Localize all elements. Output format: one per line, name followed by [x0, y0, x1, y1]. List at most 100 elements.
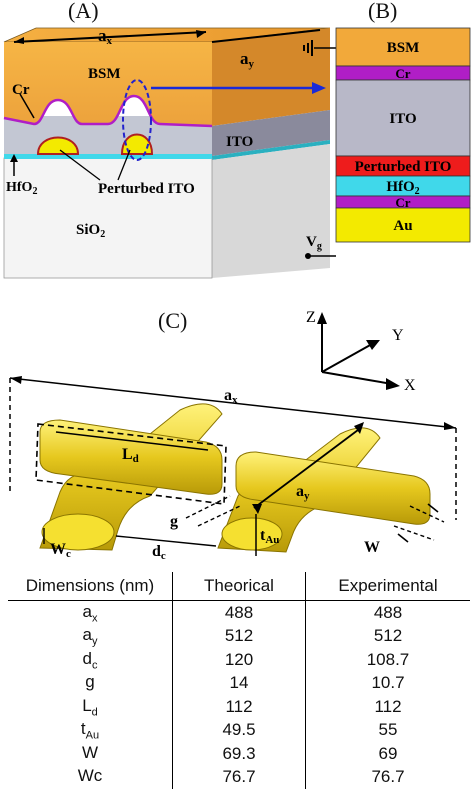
stack-layer-0 — [335, 27, 471, 67]
dimension-subscript: Au — [85, 729, 100, 742]
table-row: g 14 10.7 — [8, 671, 470, 696]
dimension-name: dc — [8, 648, 173, 672]
ax-dimension-line — [9, 377, 457, 429]
sio2-front — [3, 157, 213, 279]
y-axis — [321, 343, 373, 373]
arrow-head-panel-b — [312, 82, 326, 94]
x-axis-arrowhead — [386, 378, 400, 390]
theorical-value: 512 — [172, 624, 306, 648]
panel-a-cr-label: Cr — [12, 82, 30, 98]
right-cross-end-cap — [221, 517, 283, 551]
panel-b-label: (B) — [368, 0, 398, 23]
panel-c-tau-label: tAu — [260, 527, 279, 546]
dimension-subscript: x — [91, 611, 98, 624]
panel-a-device-diagram: ax ay BSM Cr ITO HfO2 Perturbed ITO SiO2 — [3, 26, 330, 279]
bsm-front — [4, 42, 212, 126]
au-ridge-right — [120, 133, 154, 155]
dimension-name: g — [8, 672, 173, 696]
dimension-subscript: c — [91, 658, 98, 671]
ito-side-face — [212, 110, 330, 156]
stack-layer-label-3: Perturbed ITO — [355, 159, 452, 175]
right-cross-short-bar — [235, 451, 431, 525]
ax-arrowhead-left — [14, 37, 24, 44]
z-axis-arrowhead — [317, 312, 327, 324]
table-row: W 69.3 69 — [8, 742, 470, 766]
left-cross-end-cap — [41, 513, 115, 551]
table-row: Ld 112 112 — [8, 695, 470, 719]
panel-c-ld-label: Ld — [122, 446, 139, 465]
table-row: dc 120 108.7 — [8, 648, 470, 672]
w-arrow-top — [427, 503, 439, 513]
dimension-symbol: a — [82, 625, 92, 645]
table-body: ax 488 488 ay 512 512 dc 120 108.7 g 14 10.7 Ld 112 11… — [8, 600, 470, 790]
theorical-value: 488 — [172, 600, 306, 625]
stack-layer-label-0: BSM — [387, 40, 420, 56]
dc-dimension-line — [115, 535, 217, 547]
vg-terminal — [305, 253, 311, 259]
w-dash-1 — [409, 505, 445, 523]
header-experimental: Experimental — [305, 572, 470, 601]
stack-layer-label-6: Au — [393, 218, 412, 234]
hfo2-arrowhead — [10, 154, 18, 162]
panel-c-ay-label: ay — [296, 483, 310, 502]
dimension-name: W — [8, 742, 173, 766]
axis-z-label: Z — [306, 309, 316, 326]
y-axis-arrowhead — [366, 340, 380, 350]
ax-arrowhead-left — [10, 376, 22, 384]
ay-arrowhead-top — [354, 422, 364, 434]
experimental-value: 512 — [305, 624, 470, 648]
hfo2-side-face — [212, 140, 330, 160]
cr-pointer — [19, 93, 35, 119]
g-gap-dash-2 — [197, 505, 241, 527]
ax-dimension-arrow — [13, 31, 207, 43]
ay-dimension-arrow — [211, 29, 321, 43]
header-dimensions: Dimensions (nm) — [8, 572, 173, 601]
dimension-name: tAu — [8, 719, 173, 743]
experimental-value: 488 — [305, 600, 470, 625]
left-cross-short-bar — [39, 419, 223, 495]
panel-c-label: (C) — [158, 308, 188, 333]
stack-layer-2 — [335, 79, 471, 157]
stack-layer-label-1: Cr — [395, 66, 410, 81]
panel-a-bsm-label: BSM — [88, 66, 121, 82]
table-row: Wc 76.7 76.7 — [8, 765, 470, 790]
vg-label: Vg — [306, 234, 322, 252]
stack-layer-label-5: Cr — [395, 195, 410, 210]
panel-c-g-label: g — [170, 513, 178, 530]
highlight-oval — [122, 79, 152, 161]
ay-arrowhead-bottom — [252, 504, 262, 514]
theorical-value: 49.5 — [172, 718, 306, 742]
dimension-symbol: g — [85, 672, 95, 692]
ax-arrowhead-right — [444, 422, 456, 430]
dimension-symbol: a — [82, 601, 92, 621]
dimension-name: Wc — [8, 766, 173, 790]
header-theorical: Theorical — [172, 572, 306, 601]
hfo2-front — [4, 154, 212, 159]
axis-y-label: Y — [392, 327, 404, 344]
sio2-side-face — [212, 144, 330, 278]
bsm-side-face — [212, 28, 330, 126]
ax-arrowhead-right — [196, 30, 206, 38]
w-arrow-bottom — [397, 533, 409, 543]
stack-layer-6 — [335, 207, 471, 243]
dimensions-table: Dimensions (nm) Theorical Experimental a… — [8, 572, 470, 789]
dimension-name: ay — [8, 625, 173, 649]
experimental-value: 76.7 — [305, 765, 470, 789]
dimension-symbol: t — [80, 719, 86, 739]
panel-a-ito-label: ITO — [226, 134, 253, 150]
theorical-value: 112 — [172, 695, 306, 719]
dimension-symbol: L — [82, 695, 92, 715]
panel-c-antenna-diagram: Z Y X ax Ld ay g Wc dc tAu W — [9, 309, 457, 562]
theorical-value: 14 — [172, 671, 306, 695]
dimension-symbol: d — [82, 648, 92, 668]
dimension-symbol: Wc — [77, 766, 103, 786]
panel-a-sio2-label: SiO2 — [76, 222, 105, 240]
experimental-value: 10.7 — [305, 671, 470, 695]
panel-c-wc-label: Wc — [50, 541, 71, 560]
panel-a-ax-label: ax — [98, 26, 113, 47]
panel-c-dc-label: dc — [152, 543, 166, 562]
ld-dimension-line — [55, 431, 209, 451]
ay-dimension-line — [253, 429, 359, 509]
